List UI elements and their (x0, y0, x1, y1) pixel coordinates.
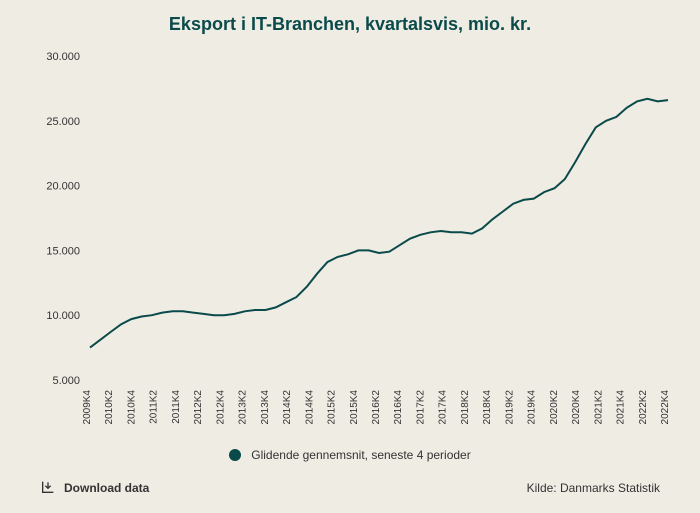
svg-text:15.000: 15.000 (46, 245, 80, 257)
legend: Glidende gennemsnit, seneste 4 perioder (0, 448, 700, 462)
y-axis: 5.000 10.000 15.000 20.000 25.000 30.000 (46, 51, 80, 387)
download-label: Download data (64, 481, 149, 495)
svg-text:2010K4: 2010K4 (126, 390, 137, 425)
footer: Download data Kilde: Danmarks Statistik (0, 477, 700, 513)
svg-text:30.000: 30.000 (46, 51, 80, 63)
svg-text:25.000: 25.000 (46, 116, 80, 128)
svg-text:2016K2: 2016K2 (371, 390, 382, 425)
svg-text:2009K4: 2009K4 (82, 390, 93, 425)
svg-text:2017K2: 2017K2 (415, 390, 426, 425)
svg-text:2012K2: 2012K2 (193, 390, 204, 425)
svg-text:2015K2: 2015K2 (327, 390, 338, 425)
svg-text:10.000: 10.000 (46, 310, 80, 322)
svg-text:2016K4: 2016K4 (393, 390, 404, 425)
svg-text:2021K2: 2021K2 (593, 390, 604, 425)
svg-text:20.000: 20.000 (46, 181, 80, 193)
svg-text:2021K4: 2021K4 (616, 390, 627, 425)
svg-text:2013K2: 2013K2 (238, 390, 249, 425)
svg-text:2022K2: 2022K2 (638, 390, 649, 425)
svg-text:2014K4: 2014K4 (304, 390, 315, 425)
svg-text:2011K4: 2011K4 (171, 390, 182, 424)
series-line (90, 99, 668, 348)
svg-text:2020K4: 2020K4 (571, 390, 582, 425)
svg-text:2015K4: 2015K4 (349, 390, 360, 425)
svg-text:2019K2: 2019K2 (504, 390, 515, 425)
svg-text:2020K2: 2020K2 (549, 390, 560, 425)
source-label: Kilde: Danmarks Statistik (527, 481, 660, 495)
svg-text:2014K2: 2014K2 (282, 390, 293, 425)
svg-text:5.000: 5.000 (52, 375, 80, 387)
download-data-button[interactable]: Download data (40, 479, 149, 498)
line-chart: 5.000 10.000 15.000 20.000 25.000 30.000 2009… (0, 0, 700, 513)
svg-text:2012K4: 2012K4 (215, 390, 226, 425)
svg-text:2018K2: 2018K2 (460, 390, 471, 425)
svg-text:2011K2: 2011K2 (149, 390, 160, 424)
svg-text:2010K2: 2010K2 (104, 390, 115, 425)
svg-text:2022K4: 2022K4 (660, 390, 671, 425)
x-axis: 2009K4 2010K2 2010K4 2011K2 2011K4 2012K2 2012… (82, 390, 671, 425)
legend-label: Glidende gennemsnit, seneste 4 perioder (251, 448, 470, 462)
legend-marker (229, 449, 241, 461)
svg-text:2013K4: 2013K4 (260, 390, 271, 425)
svg-text:2019K4: 2019K4 (527, 390, 538, 425)
svg-text:2017K4: 2017K4 (438, 390, 449, 425)
download-icon (40, 479, 56, 498)
svg-text:2018K4: 2018K4 (482, 390, 493, 425)
